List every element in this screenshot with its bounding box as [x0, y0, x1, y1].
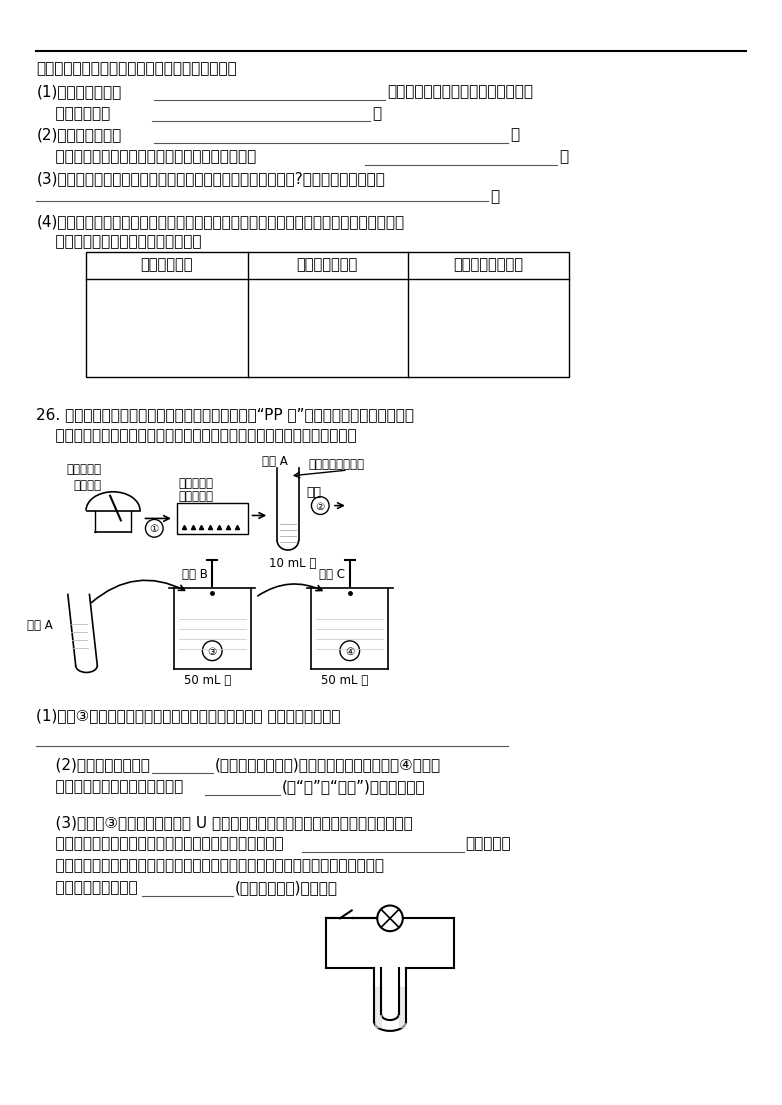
Text: 。: 。: [490, 190, 500, 204]
Text: ②: ②: [316, 502, 325, 512]
Text: 振荀: 振荀: [307, 486, 321, 498]
Text: (1)步骤③将少许高锄酸钒粉末溶于水后得到色溶液， 其中振荀的作用是: (1)步骤③将少许高锄酸钒粉末溶于水后得到色溶液， 其中振荀的作用是: [37, 708, 341, 723]
Text: 一段时间后，在与电源相连的两电极区域溶液的颜色深浅出现差异，这又说明高锄: 一段时间后，在与电源相连的两电极区域溶液的颜色深浅出现差异，这又说明高锄: [37, 859, 385, 873]
Text: 酸钒小飕粒: 酸钒小飕粒: [179, 490, 213, 503]
Text: (填实验步骤的序号)说明物质是可分的；步骤④中溶液: (填实验步骤的序号)说明物质是可分的；步骤④中溶液: [215, 757, 441, 772]
Text: 如果猜想成立，则产生沉淠的反应的: 如果猜想成立，则产生沉淠的反应的: [387, 84, 533, 99]
Text: (3)将步骤③所得溶液部分倒人 U 形管内，再加适量水，接入下图所示的电路。闭合: (3)将步骤③所得溶液部分倒人 U 形管内，再加适量水，接入下图所示的电路。闭合: [37, 814, 413, 830]
Text: (2)上述实验中，步骤: (2)上述实验中，步骤: [37, 757, 150, 772]
Text: (2)小宏的猜想三是: (2)小宏的猜想三是: [37, 127, 122, 143]
Text: ③: ③: [207, 646, 217, 656]
Text: 设计的实验步骤: 设计的实验步骤: [296, 256, 358, 272]
Text: 高锄酸钒: 高锄酸钒: [74, 478, 102, 492]
Bar: [399, 988, 405, 1027]
Text: 烧杯 C: 烧杯 C: [319, 568, 346, 581]
Text: 26. 高锄酸钒是日常生活常用的一种杀菌剂，又称为“PP 粉”。它是一种紫黑色固体，取: 26. 高锄酸钒是日常生活常用的一种杀菌剂，又称为“PP 粉”。它是一种紫黑色固…: [37, 407, 414, 422]
Text: (1)小宏的猜想二是: (1)小宏的猜想二是: [37, 84, 122, 99]
Text: 请你参与这一探究活动，根据上表回答下列问题。: 请你参与这一探究活动，根据上表回答下列问题。: [37, 61, 237, 76]
Text: 几乎变为无色，溶液中溶质微粒: 几乎变为无色，溶液中溶质微粒: [37, 779, 184, 794]
Text: 的缘故。过: 的缘故。过: [465, 836, 511, 851]
Text: 如果猜想成立，则产生沉淠的反应的化学方程式为: 如果猜想成立，则产生沉淠的反应的化学方程式为: [37, 149, 256, 165]
Text: 10 mL 水: 10 mL 水: [269, 557, 317, 570]
Text: 少量固体放人研钔内研磨，做如下图所示实验。试根据上述实验过程填空。: 少量固体放人研钔内研磨，做如下图所示实验。试根据上述实验过程填空。: [37, 429, 357, 443]
Text: 你补充的猜想: 你补充的猜想: [140, 256, 192, 272]
Text: (4)除了小宏的三种猜想，请你再补充一种猜想，模价上述过程，设计简单的实验方案并验: (4)除了小宏的三种猜想，请你再补充一种猜想，模价上述过程，设计简单的实验方案并…: [37, 214, 404, 230]
Text: ．: ．: [510, 127, 519, 143]
Text: 50 mL 水: 50 mL 水: [321, 674, 368, 687]
Text: 试管 A: 试管 A: [262, 455, 288, 469]
Text: 少许高锄酸钒粉末: 少许高锄酸钒粉末: [308, 459, 364, 471]
Text: 用研体研磨: 用研体研磨: [67, 463, 102, 476]
Text: 。: 。: [559, 149, 568, 165]
Text: ①: ①: [149, 525, 159, 535]
Text: 可能的现象与结论: 可能的现象与结论: [454, 256, 523, 272]
Text: 研磨的高锄: 研磨的高锄: [179, 477, 213, 490]
Bar: [177, 503, 248, 534]
Text: ④: ④: [345, 646, 354, 656]
Text: 电键，发现灯泡发光，这是由于高锄酸钒溶于水时生成了: 电键，发现灯泡发光，这是由于高锄酸钒溶于水时生成了: [37, 836, 284, 851]
Text: (填微粒的符号)决定的。: (填微粒的符号)决定的。: [235, 880, 338, 895]
Text: 化学方程式为: 化学方程式为: [37, 106, 111, 120]
Text: (3)小宏同学对猜想一所描述的实验现象和作出的结论是否正确?请判断并说明理由。: (3)小宏同学对猜想一所描述的实验现象和作出的结论是否正确?请判断并说明理由。: [37, 171, 386, 186]
Text: 酸钒溶液的颜色是由: 酸钒溶液的颜色是由: [37, 880, 138, 895]
Text: 证你的猜想，将有关内容填入下表。: 证你的猜想，将有关内容填入下表。: [37, 234, 202, 249]
Text: 烧杯 B: 烧杯 B: [181, 568, 208, 581]
Bar: [85, 252, 569, 377]
Text: (填“是”或“不是”)变得更小了。: (填“是”或“不是”)变得更小了。: [282, 779, 425, 794]
Text: 。: 。: [372, 106, 382, 120]
Text: 50 mL 水: 50 mL 水: [184, 674, 231, 687]
Bar: [375, 988, 381, 1027]
Text: 试管 A: 试管 A: [27, 619, 52, 632]
